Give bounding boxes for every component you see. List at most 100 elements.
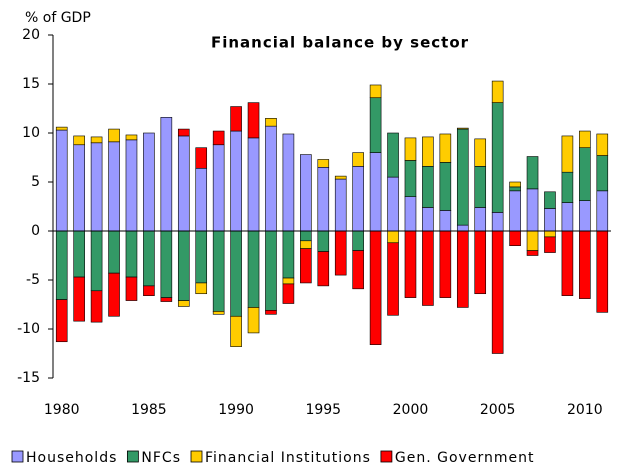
bar-segment [55, 126, 68, 131]
bar-segment [352, 152, 364, 167]
bar-segment [177, 300, 190, 307]
legend-swatch [11, 450, 24, 463]
bar-segment [55, 299, 68, 343]
bar-segment [212, 130, 225, 146]
bar-segment [422, 166, 434, 208]
bar-segment [73, 276, 85, 322]
bar-segment [491, 212, 504, 232]
bar-segment [143, 285, 155, 296]
bar-segment [195, 230, 208, 284]
bar-segment [73, 230, 85, 278]
bar-segment [404, 230, 417, 298]
bar-segment [230, 130, 242, 232]
y-tick-label: -5 [26, 272, 40, 288]
bar-segment [456, 224, 469, 232]
bar-segment [544, 191, 556, 209]
bar-segment [125, 230, 138, 278]
y-tick-label: 0 [31, 223, 40, 239]
y-tick-label: -15 [17, 370, 40, 386]
bar-segment [90, 290, 103, 323]
bar-segment [143, 230, 155, 287]
bar-segment [265, 230, 277, 311]
legend-label: Gen. Government [395, 450, 535, 466]
bar-segment [55, 129, 68, 232]
bar-segment [404, 137, 417, 161]
bar-segment [369, 84, 382, 99]
bar-segment [544, 236, 556, 253]
bar-segment [265, 118, 277, 127]
bar-segment [439, 230, 452, 298]
legend-label: NFCs [141, 450, 181, 466]
bar-segment [73, 144, 85, 232]
bar-segment [160, 117, 173, 232]
bar-segment [334, 178, 347, 232]
bar-segment [282, 230, 295, 279]
bar-segment [90, 230, 103, 292]
x-tick-label: 1990 [218, 402, 254, 418]
bar-segment [334, 230, 347, 276]
bar-segment [108, 141, 120, 232]
bar-segment [509, 181, 521, 188]
legend-swatch [126, 450, 139, 463]
bar-segment [247, 307, 260, 334]
bar-segment [596, 155, 609, 192]
bar-segment [579, 147, 591, 201]
x-tick-label: 1985 [131, 402, 167, 418]
bar-segment [579, 230, 591, 299]
bar-segment [282, 133, 295, 232]
bar-segment [387, 176, 399, 232]
bar-segment [561, 135, 574, 173]
bar-segment [422, 136, 434, 167]
x-tick-label: 1995 [305, 402, 341, 418]
bar-segment [579, 130, 591, 148]
bar-segment [474, 138, 487, 167]
legend-swatch [380, 450, 393, 463]
bar-segment [404, 196, 417, 232]
bar-segment [387, 230, 399, 244]
bar-segment [474, 207, 487, 232]
bar-segment [212, 230, 225, 312]
legend-label: Financial Institutions [205, 450, 371, 466]
bar-segment [300, 154, 312, 232]
bar-segment [561, 171, 574, 203]
bar-segment [491, 230, 504, 354]
bar-segment [90, 142, 103, 232]
bar-segment [108, 128, 120, 143]
y-tick-label: 15 [22, 76, 40, 92]
bar-segment [526, 230, 539, 251]
bar-segment [596, 133, 609, 156]
bar-segment [143, 132, 155, 232]
bar-segment [90, 136, 103, 144]
bar-segment [387, 242, 399, 316]
bar-segment [474, 230, 487, 295]
bar-segment [352, 250, 364, 290]
bar-segment [317, 167, 330, 232]
bar-segment [352, 230, 364, 251]
bar-segment [265, 310, 277, 315]
y-axis-label: % of GDP [25, 10, 91, 26]
bar-segment [544, 230, 556, 238]
bar-segment [247, 230, 260, 308]
bar-segment [160, 297, 173, 302]
x-tick-label: 2005 [480, 402, 516, 418]
bar-segment [439, 210, 452, 232]
bar-segment [108, 230, 120, 274]
bar-segment [195, 167, 208, 232]
bar-segment [387, 132, 399, 178]
bar-segment [334, 175, 347, 180]
bar-segment [369, 97, 382, 153]
bar-segment [265, 125, 277, 232]
bar-segment [596, 190, 609, 232]
bar-segment [509, 190, 521, 232]
bar-segment [439, 133, 452, 163]
x-tick-label: 2010 [567, 402, 603, 418]
bar-segment [73, 135, 85, 146]
legend-swatch [190, 450, 203, 463]
y-tick-label: 5 [31, 174, 40, 190]
bar-segment [544, 208, 556, 232]
bar-segment [526, 156, 539, 190]
bar-segment [491, 102, 504, 213]
bar-segment [195, 147, 208, 169]
bar-segment [282, 283, 295, 304]
x-tick-label: 1980 [44, 402, 80, 418]
